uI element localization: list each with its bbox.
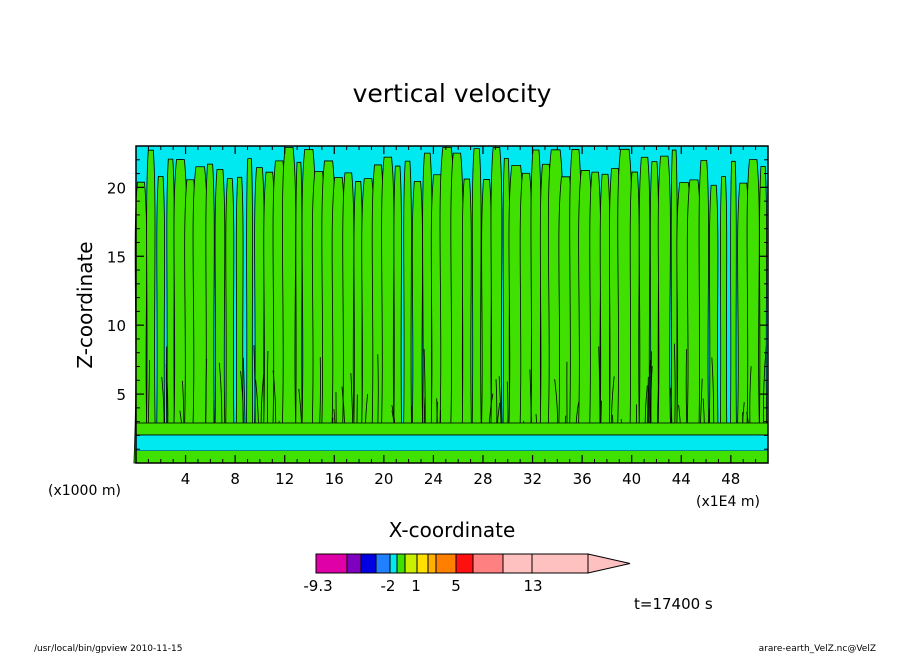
x-tick-label: 44 xyxy=(672,470,691,488)
updraft-plume xyxy=(165,158,176,464)
surface-band-negative xyxy=(135,434,769,452)
footer-file: arare-earth_VelZ.nc@VelZ xyxy=(759,644,876,654)
colorbar-segment xyxy=(472,553,504,574)
x-tick-label: 12 xyxy=(275,470,294,488)
updraft-plume xyxy=(410,180,425,464)
x-tick-label: 4 xyxy=(181,470,191,488)
x-tick-label: 20 xyxy=(374,470,393,488)
colorbar-segment xyxy=(416,553,429,574)
updraft-plume xyxy=(461,178,473,464)
y-tick-label: 5 xyxy=(116,386,126,404)
chart-title: vertical velocity xyxy=(353,79,552,108)
colorbar-label: -2 xyxy=(381,577,396,595)
x-unit-left: (x1000 m) xyxy=(48,483,121,499)
colorbar-segment xyxy=(346,553,362,574)
colorbar-label: 13 xyxy=(523,577,542,595)
updraft-plume xyxy=(697,159,710,464)
updraft-plume xyxy=(729,160,738,464)
updraft-plume xyxy=(449,152,465,464)
colorbar-segment xyxy=(455,553,474,574)
plot-area xyxy=(133,145,769,464)
updraft-plume xyxy=(213,168,227,464)
y-axis-ticks: 5 10 15 20 xyxy=(107,159,768,450)
surface-band-bottom xyxy=(136,451,768,463)
updraft-plume xyxy=(204,163,216,464)
y-tick-label: 15 xyxy=(107,248,126,266)
updraft-plume xyxy=(379,156,396,464)
updraft-plume xyxy=(649,161,660,464)
updraft-plume xyxy=(280,147,298,464)
colorbar-segment xyxy=(360,553,377,574)
updraft-plume xyxy=(470,148,483,464)
colorbar-segment xyxy=(427,553,437,574)
updraft-plume xyxy=(708,184,720,464)
colorbar-label: -9.3 xyxy=(303,577,332,595)
footer-command: /usr/local/bin/gpview 2010-11-15 xyxy=(34,644,182,654)
colorbar-segment xyxy=(396,553,406,574)
updraft-plume xyxy=(719,176,728,464)
x-tick-label: 8 xyxy=(230,470,240,488)
plot-frame xyxy=(135,145,769,464)
x-unit-right: (x1E4 m) xyxy=(696,494,760,510)
updraft-plume xyxy=(745,159,762,464)
updraft-plume xyxy=(628,171,641,464)
updraft-plume xyxy=(502,157,511,464)
x-tick-label: 36 xyxy=(573,470,592,488)
colorbar-arrow xyxy=(587,553,631,574)
updraft-plume xyxy=(294,161,304,464)
colorbar-segment xyxy=(375,553,391,574)
colorbar-segment xyxy=(389,553,398,574)
colorbar-segment xyxy=(502,553,533,574)
colorbar-segment xyxy=(315,553,348,574)
updraft-plume xyxy=(480,179,493,464)
colorbar-label: 1 xyxy=(411,577,421,595)
x-axis-label: X-coordinate xyxy=(389,518,516,542)
x-tick-label: 32 xyxy=(523,470,542,488)
updraft-plume xyxy=(588,171,603,464)
updraft-plume xyxy=(145,149,157,464)
updraft-plume xyxy=(758,166,768,464)
colorbar xyxy=(315,553,631,574)
updraft-plume xyxy=(670,149,679,464)
updraft-plume xyxy=(598,173,612,464)
updraft-plume xyxy=(402,160,413,464)
updraft-plume xyxy=(392,165,403,464)
updraft-plume xyxy=(235,176,245,464)
x-tick-label: 28 xyxy=(473,470,492,488)
updraft-plume xyxy=(529,149,543,464)
updraft-plume xyxy=(224,178,236,464)
updraft-plume xyxy=(245,158,254,464)
colorbar-segment xyxy=(531,553,589,574)
time-label: t=17400 s xyxy=(634,595,713,613)
x-tick-label: 48 xyxy=(721,470,740,488)
surface-band-positive xyxy=(135,422,769,436)
y-axis-label: Z-coordinate xyxy=(73,241,97,368)
x-tick-label: 16 xyxy=(325,470,344,488)
x-tick-label: 40 xyxy=(622,470,641,488)
x-tick-label: 24 xyxy=(424,470,443,488)
y-tick-label: 20 xyxy=(107,179,126,197)
updraft-plume xyxy=(656,155,673,464)
colorbar-segment xyxy=(435,553,457,574)
colorbar-labels: -9.3 -2 1 5 13 xyxy=(303,577,542,595)
updraft-plume xyxy=(637,156,652,464)
colorbar-label: 5 xyxy=(451,577,461,595)
y-tick-label: 10 xyxy=(107,317,126,335)
updraft-plume xyxy=(341,172,356,464)
colorbar-segment xyxy=(404,553,418,574)
x-axis-ticks: 4 8 12 16 20 24 28 32 36 40 44 48 xyxy=(147,146,757,488)
